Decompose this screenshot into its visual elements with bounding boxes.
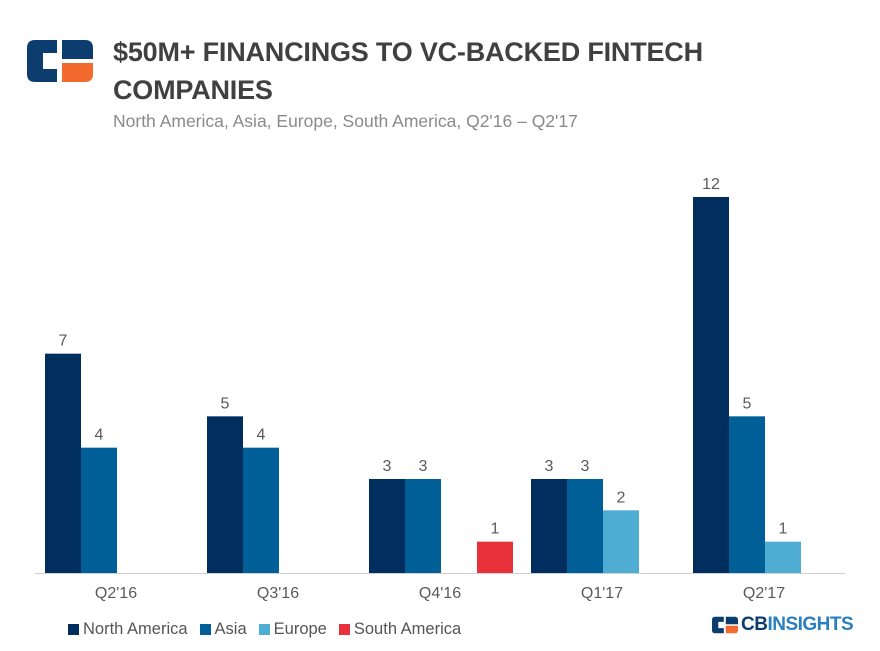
bar-north-america-q2-16: [45, 353, 81, 573]
legend-swatch-europe: [258, 624, 270, 635]
bar-south-america-q4-16: [477, 541, 513, 573]
data-label-asia-q4-16: 3: [419, 458, 428, 475]
legend: North America Asia Europe South America: [68, 620, 473, 639]
data-label-asia-q2-16: 4: [95, 427, 104, 444]
data-label-north-america-q4-16: 3: [383, 458, 392, 475]
legend-item-south-america: South America: [338, 620, 462, 639]
legend-swatch-south-america: [338, 624, 350, 635]
bar-asia-q3-16: [243, 447, 279, 573]
data-label-europe-q2-17: 1: [779, 521, 788, 538]
data-label-north-america-q2-16: 7: [59, 333, 68, 350]
bar-europe-q1-17: [603, 510, 639, 573]
bar-north-america-q1-17: [531, 479, 567, 573]
legend-label-asia: Asia: [214, 620, 247, 638]
cb-insights-logo: [27, 40, 93, 82]
legend-swatch-asia: [199, 624, 211, 635]
x-tick-label-q1-17: Q1'17: [581, 585, 623, 602]
data-label-north-america-q1-17: 3: [545, 458, 554, 475]
chart-subtitle: North America, Asia, Europe, South Ameri…: [113, 111, 578, 131]
bar-asia-q4-16: [405, 479, 441, 573]
legend-item-europe: Europe: [258, 620, 327, 639]
data-label-europe-q1-17: 2: [617, 489, 626, 506]
legend-label-north-america: North America: [83, 620, 188, 638]
brand-insights-text: INSIGHTS: [767, 614, 854, 635]
legend-item-north-america: North America: [68, 620, 188, 639]
bar-europe-q2-17: [765, 541, 801, 573]
brand-cb-text: CB: [741, 614, 768, 635]
data-label-asia-q1-17: 3: [581, 458, 590, 475]
x-tick-label-q2-17: Q2'17: [743, 585, 785, 602]
chart-title: $50M+ FINANCINGS TO VC-BACKED FINTECH CO…: [113, 37, 703, 105]
x-tick-label-q2-16: Q2'16: [95, 585, 137, 602]
x-tick-label-q4-16: Q4'16: [419, 585, 461, 602]
x-tick-label-q3-16: Q3'16: [257, 585, 299, 602]
bar-north-america-q4-16: [369, 479, 405, 573]
data-label-south-america-q4-16: 1: [491, 521, 500, 538]
bar-north-america-q3-16: [207, 416, 243, 573]
cb-insights-brand: CBINSIGHTS: [712, 614, 854, 636]
legend-item-asia: Asia: [199, 620, 247, 639]
bar-asia-q2-17: [729, 416, 765, 573]
legend-swatch-north-america: [68, 624, 79, 635]
data-label-asia-q2-17: 5: [743, 395, 752, 412]
cb-insights-small-logo: [712, 616, 738, 634]
legend-label-europe: Europe: [273, 620, 327, 638]
legend-label-south-america: South America: [353, 620, 462, 638]
data-label-north-america-q3-16: 5: [221, 395, 230, 412]
data-label-north-america-q2-17: 12: [702, 176, 720, 193]
bar-north-america-q2-17: [693, 197, 729, 573]
bar-asia-q2-16: [81, 447, 117, 573]
bar-asia-q1-17: [567, 479, 603, 573]
data-label-asia-q3-16: 4: [257, 427, 266, 444]
